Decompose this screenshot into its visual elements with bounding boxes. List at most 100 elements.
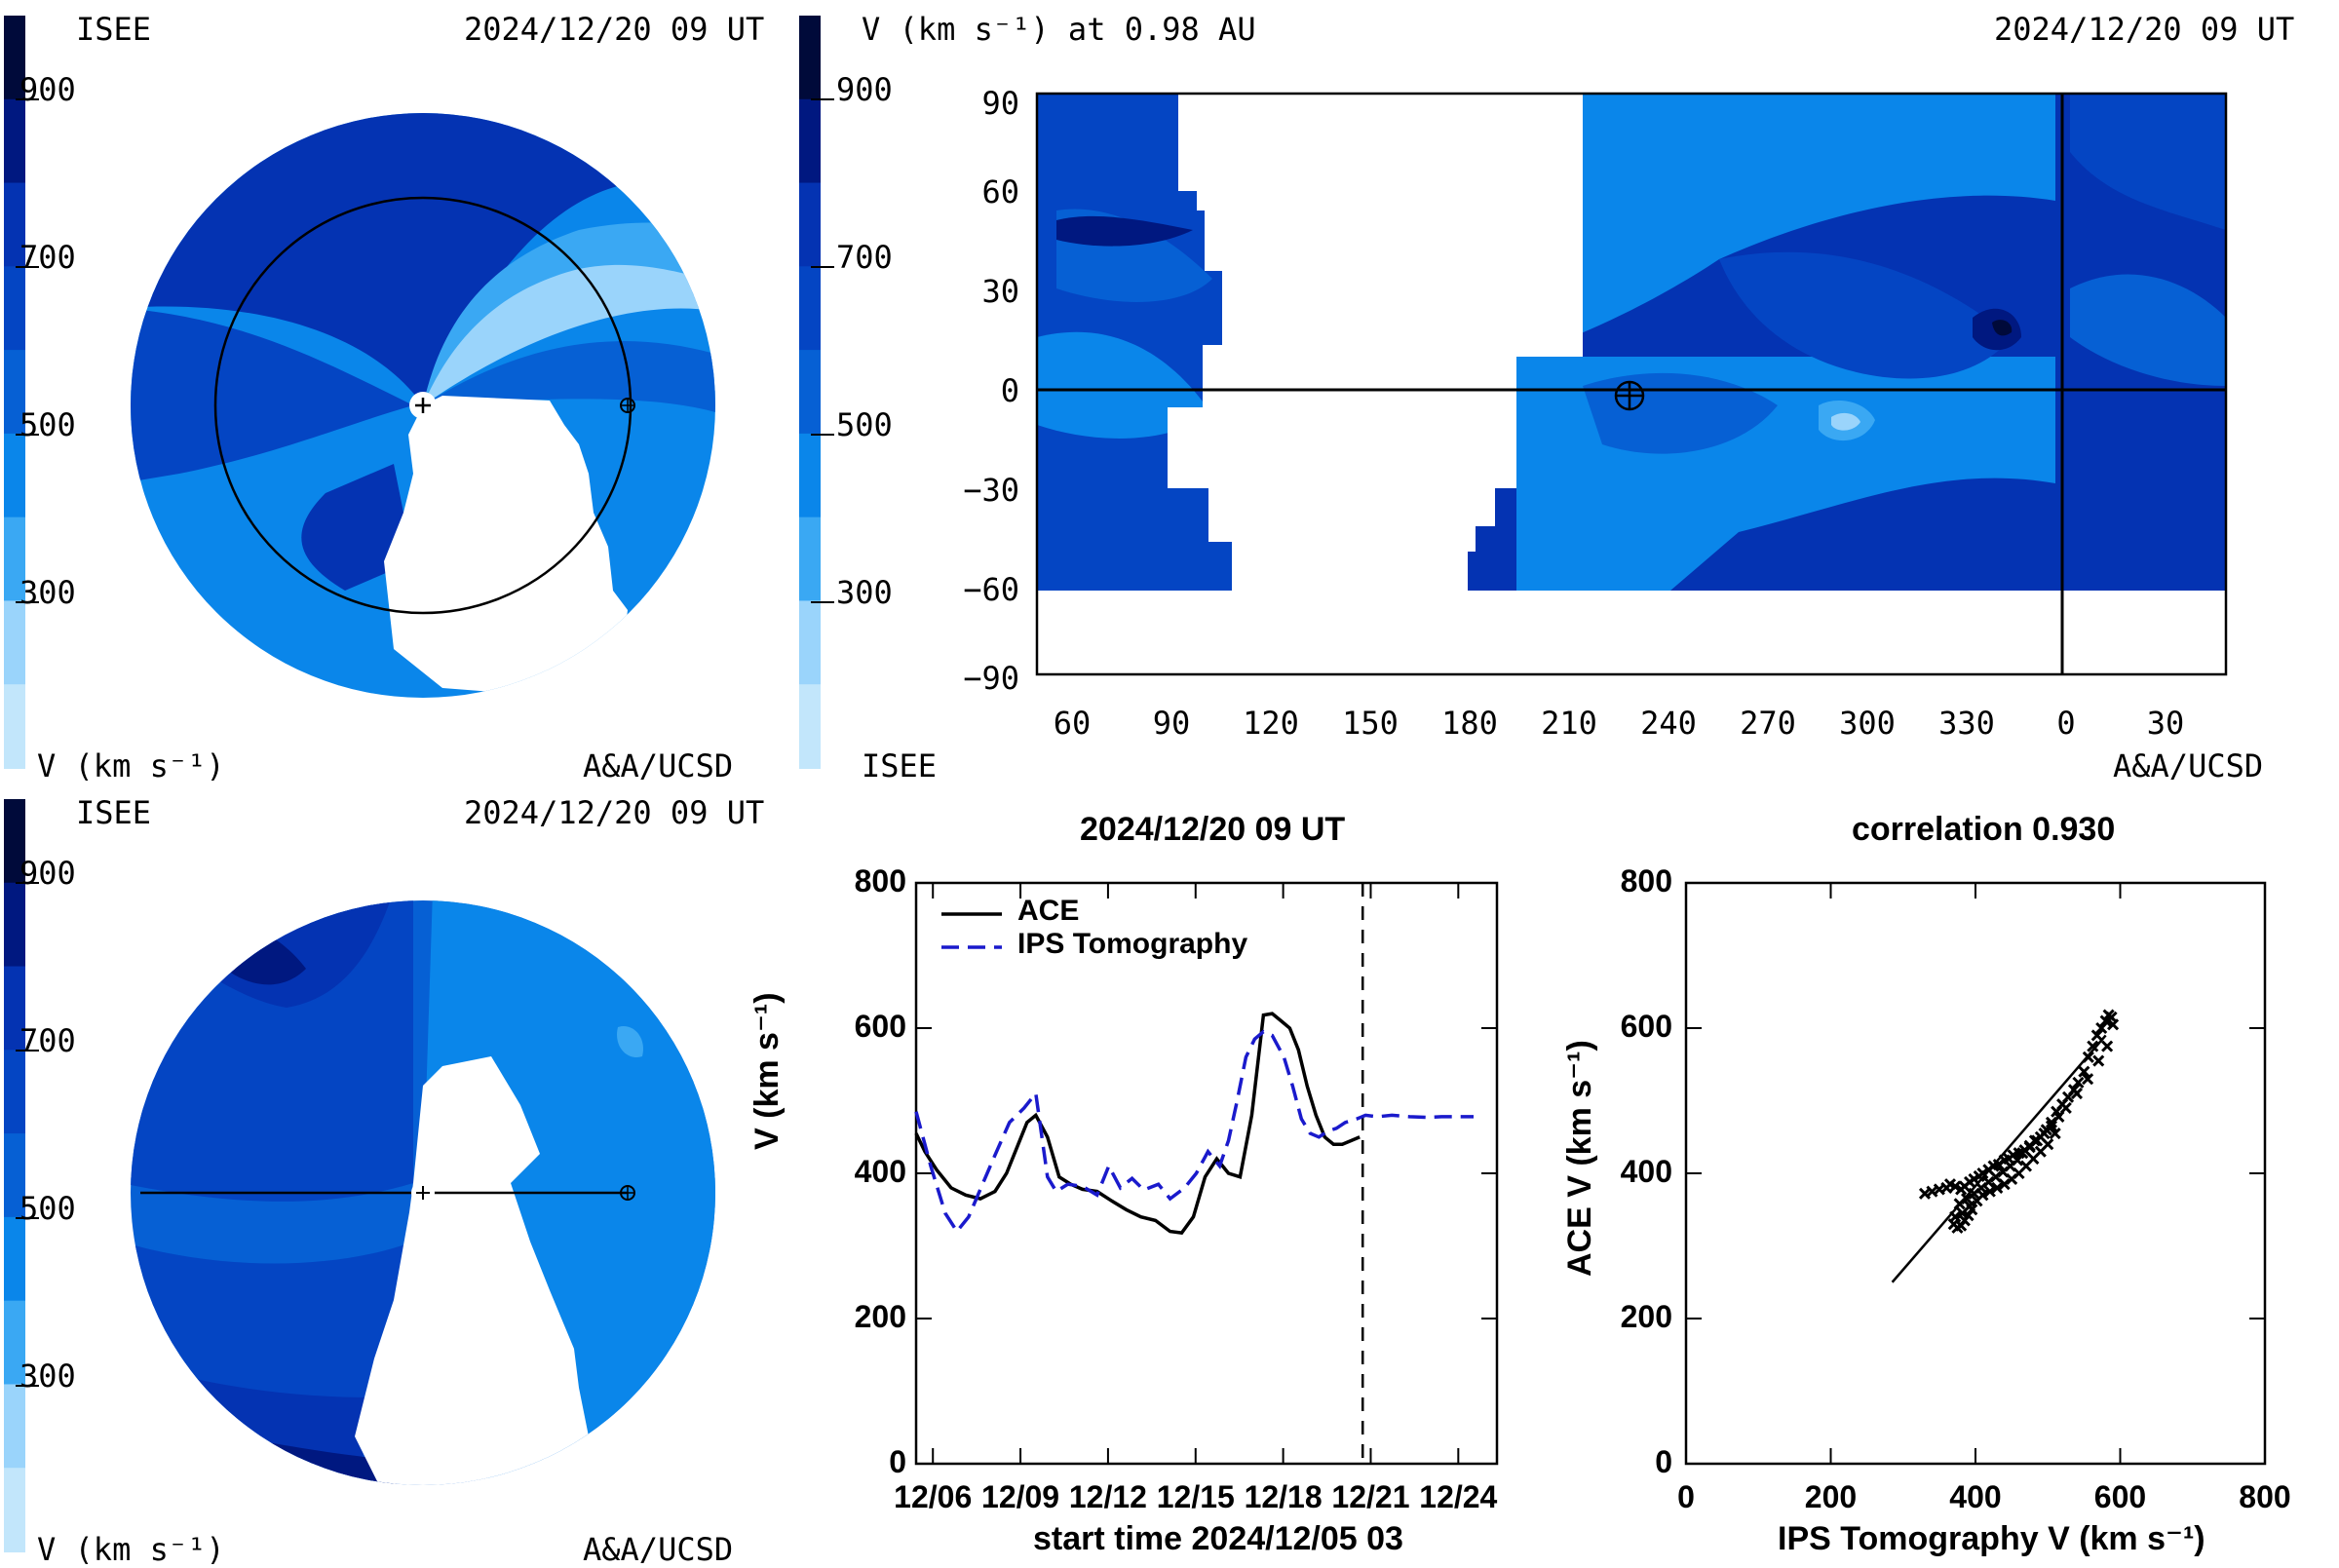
speed-region-200	[423, 264, 715, 405]
panel-tl-source-label: ISEE	[76, 11, 152, 48]
scatter-point	[2045, 1120, 2058, 1132]
timeseries-y-tick: 600	[854, 1009, 906, 1044]
legend-label-ips: IPS Tomography	[1017, 928, 1248, 960]
speed-region-200	[1831, 412, 1860, 431]
scatter-point	[2031, 1134, 2044, 1147]
scatter-point	[1956, 1206, 1969, 1220]
colorbar-swatch	[4, 1468, 25, 1552]
scatter-point	[1997, 1166, 2010, 1178]
meridional-velocity-map	[131, 900, 715, 1485]
scatter-point	[2049, 1127, 2061, 1140]
colorbar-swatch	[799, 98, 821, 184]
scatter-point	[1940, 1181, 1953, 1194]
speed-region-500b	[1583, 372, 1778, 454]
timeseries-x-tick: 12/18	[1244, 1479, 1323, 1514]
colorbar-swatch	[799, 684, 821, 769]
scatter-point	[1953, 1198, 1966, 1210]
panel-tr-source-label: ISEE	[862, 747, 938, 784]
scatter-point	[1987, 1160, 2000, 1172]
colorbar-swatch	[799, 266, 821, 352]
scatter-point	[2011, 1154, 2024, 1166]
timeseries-frame	[914, 881, 1499, 1466]
regression-line	[1891, 1034, 2107, 1283]
scatter-point	[1958, 1214, 1971, 1227]
scatter-point	[1955, 1183, 1968, 1196]
lon-tick-label: 60	[1053, 705, 1092, 742]
scatter-point	[2101, 1040, 2114, 1052]
scatter-point	[2067, 1084, 2081, 1096]
scatter-point	[1991, 1181, 2004, 1194]
ecliptic-velocity-map	[131, 113, 715, 698]
colorbar-tick-300: 300	[19, 574, 76, 611]
colorbar-swatch	[4, 1050, 25, 1135]
speed-region-800	[189, 922, 306, 985]
earth-cross	[1616, 382, 1643, 409]
scatter-x-tick: 400	[1949, 1479, 2002, 1514]
timeseries-x-tick: 12/15	[1156, 1479, 1235, 1514]
scatter-point	[2099, 1014, 2112, 1027]
colorbar-tick-700: 700	[19, 1022, 76, 1059]
scatter-point	[1955, 1219, 1968, 1232]
earth-cross	[621, 399, 634, 412]
scatter-point	[2107, 1018, 2120, 1031]
scatter-y-tick: 400	[1620, 1154, 1672, 1189]
no-data-region	[355, 1056, 589, 1485]
scatter-point	[2052, 1110, 2065, 1123]
lon-tick-label: 150	[1342, 705, 1399, 742]
colorbar-tick-900: 900	[19, 855, 76, 892]
scatter-point	[1951, 1221, 1964, 1234]
speed-region-300	[617, 1026, 643, 1057]
sun-cross	[415, 398, 431, 413]
scatter-point	[2056, 1098, 2069, 1111]
colorbar-gradient	[4, 16, 39, 769]
colorbar-swatch	[799, 16, 821, 100]
sun-cross	[416, 1186, 430, 1200]
scatter-point	[2028, 1134, 2041, 1147]
timeseries-x-tick: 12/12	[1068, 1479, 1147, 1514]
scatter-point	[2013, 1166, 2025, 1180]
scatter-point	[2087, 1040, 2099, 1052]
scatter-point	[2034, 1130, 2047, 1143]
scatter-point	[1971, 1195, 1983, 1207]
scatter-point	[1947, 1218, 1960, 1231]
speed-region-600b	[1719, 251, 2012, 379]
colorbar-tick-500: 500	[19, 1190, 76, 1227]
speed-region-700	[131, 113, 715, 405]
colorbar-swatch	[4, 600, 25, 686]
speed-region-800	[1056, 215, 1193, 247]
lon-tick-label: 330	[1938, 705, 1995, 742]
lat-tick-m90: −90	[963, 660, 1019, 697]
colorbar-swatch	[799, 600, 821, 686]
lat-tick-m60: −60	[963, 571, 1019, 608]
scatter-point	[2003, 1153, 2015, 1166]
legend-label-ace: ACE	[1017, 895, 1080, 927]
panel-tl-timestamp: 2024/12/20 09 UT	[464, 11, 765, 48]
timeseries-x-tick: 12/21	[1331, 1479, 1410, 1514]
colorbar-tick-500: 500	[19, 406, 76, 443]
scatter-point	[2007, 1149, 2019, 1162]
scatter-point	[2034, 1145, 2047, 1158]
scatter-point	[1982, 1175, 1995, 1189]
scatter-point	[2018, 1144, 2031, 1157]
scatter-point	[2023, 1141, 2036, 1154]
timeseries-ylabel: V (km s⁻¹)	[748, 992, 786, 1150]
timeseries-y-tick: 200	[854, 1299, 906, 1334]
colorbar-tick-900: 900	[19, 71, 76, 108]
scatter-point	[1998, 1154, 2011, 1166]
colorbar-swatch	[799, 350, 821, 435]
scatter-point	[1963, 1175, 1976, 1189]
scatter-point	[2042, 1138, 2054, 1151]
scatter-ylabel: ACE V (km s⁻¹)	[1561, 1040, 1598, 1277]
scatter-x-tick: 200	[1804, 1479, 1858, 1514]
scatter-point	[2051, 1105, 2063, 1118]
scatter-point	[2078, 1065, 2090, 1078]
speed-region-500c	[2070, 274, 2226, 386]
scatter-point	[1998, 1178, 2011, 1191]
colorbar-swatch	[4, 1384, 25, 1470]
scatter-point	[2023, 1139, 2036, 1152]
lon-tick-label: 240	[1640, 705, 1697, 742]
timeseries-x-tick: 12/06	[894, 1479, 973, 1514]
speed-region-900	[1992, 320, 2013, 336]
lon-tick-label: 90	[1152, 705, 1191, 742]
timeseries-title: 2024/12/20 09 UT	[1080, 811, 1346, 848]
